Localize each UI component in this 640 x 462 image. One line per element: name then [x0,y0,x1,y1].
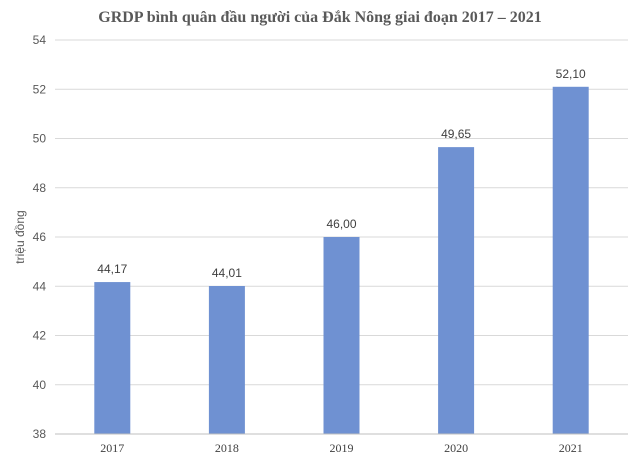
y-axis-label: triệu đồng [13,210,27,263]
data-label: 49,65 [441,127,471,141]
y-tick-label: 44 [33,279,47,293]
bar-2021 [552,86,589,434]
y-tick-label: 48 [33,181,47,195]
bar-2020 [438,147,475,434]
chart-title: GRDP bình quân đầu người của Đắk Nông gi… [98,9,541,26]
y-tick-label: 50 [33,132,47,146]
x-tick-label: 2017 [100,441,124,455]
data-label: 44,17 [97,262,127,276]
x-tick-label: 2020 [444,441,468,455]
y-tick-label: 52 [33,82,47,96]
data-labels: 44,17 44,01 46,00 49,65 52,10 [97,67,586,280]
x-axis-ticks: 2017 2018 2019 2020 2021 [100,441,582,455]
y-tick-label: 46 [33,230,47,244]
y-tick-label: 38 [33,427,47,441]
y-tick-label: 54 [33,33,47,47]
y-tick-label: 40 [33,378,47,392]
data-label: 52,10 [556,67,586,81]
bar-2017 [94,282,131,434]
x-tick-label: 2021 [559,441,583,455]
y-axis-ticks: 38 40 42 44 46 48 50 52 54 [33,33,47,441]
x-tick-label: 2019 [330,441,354,455]
bars [94,86,589,434]
data-label: 44,01 [212,266,242,280]
bar-2019 [323,237,360,434]
y-tick-label: 42 [33,329,47,343]
x-tick-label: 2018 [215,441,239,455]
data-label: 46,00 [326,217,356,231]
bar-2018 [208,286,245,434]
